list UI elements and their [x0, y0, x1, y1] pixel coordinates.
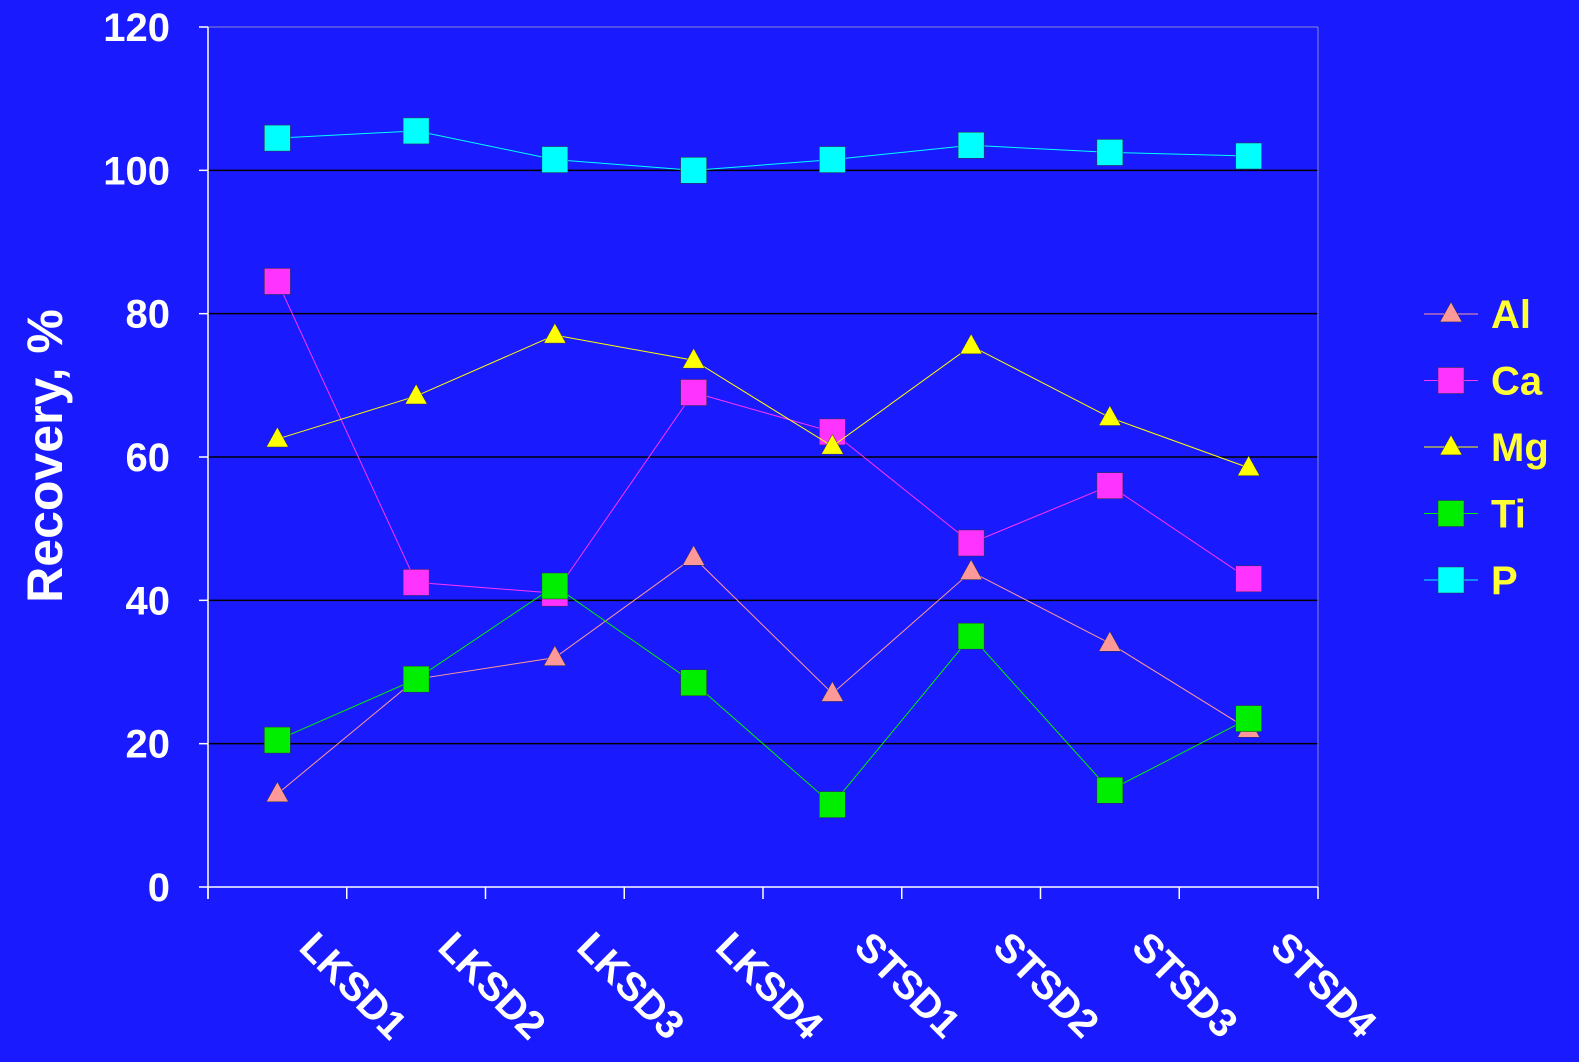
- data-point-mg: [265, 426, 289, 448]
- data-point-ti: [264, 726, 291, 754]
- data-point-ti: [680, 669, 707, 696]
- data-point-ti: [402, 665, 430, 693]
- data-point-p: [541, 146, 569, 173]
- data-point-ti: [819, 791, 846, 818]
- data-point-p: [957, 132, 985, 159]
- data-point-al: [820, 681, 844, 702]
- axes: [199, 26, 1319, 899]
- series-ca: [264, 268, 1262, 607]
- series-line-mg: [277, 334, 1249, 469]
- data-point-ca: [957, 529, 985, 557]
- legend: Al Ca Mg Ti P: [1424, 293, 1549, 603]
- data-point-ti: [1096, 777, 1124, 804]
- data-point-p: [680, 157, 707, 184]
- series-line-ti: [277, 585, 1249, 806]
- legend-label: Ti: [1491, 493, 1526, 537]
- legend-marker: [1437, 500, 1465, 527]
- data-point-al: [959, 559, 983, 580]
- data-point-mg: [820, 433, 844, 455]
- data-point-al: [265, 781, 289, 803]
- data-point-p: [264, 124, 291, 152]
- data-point-ca: [402, 569, 430, 596]
- y-tick-label: 0: [148, 866, 170, 910]
- legend-label: Al: [1491, 293, 1531, 337]
- series-line-ca: [276, 281, 1249, 594]
- data-point-ca: [1096, 472, 1124, 499]
- data-point-al: [543, 645, 567, 666]
- series-line-al: [277, 556, 1249, 795]
- legend-item-p: P: [1424, 559, 1518, 603]
- data-point-p: [819, 146, 846, 173]
- x-tick-label: STSD1: [846, 924, 968, 1046]
- x-tick-label: LKSD3: [569, 924, 693, 1048]
- data-point-mg: [543, 322, 567, 344]
- data-point-ca: [680, 379, 707, 406]
- legend-marker: [1437, 566, 1465, 594]
- data-point-mg: [682, 347, 706, 369]
- data-point-ti: [957, 622, 985, 650]
- x-tick-label: STSD3: [1124, 924, 1246, 1046]
- y-tick-label: 120: [103, 6, 170, 50]
- y-tick-label: 60: [126, 436, 171, 480]
- x-tick-label: LKSD4: [707, 924, 831, 1048]
- series-mg: [265, 322, 1261, 476]
- legend-item-ca: Ca: [1424, 360, 1543, 404]
- series-layer: [264, 117, 1262, 818]
- data-point-mg: [959, 333, 983, 355]
- data-point-p: [402, 117, 430, 145]
- x-tick-label: LKSD1: [291, 924, 415, 1048]
- y-tick-label: 100: [103, 149, 170, 193]
- data-point-p: [1235, 142, 1262, 170]
- series-ti: [264, 572, 1262, 818]
- data-point-ti: [541, 572, 569, 600]
- legend-item-al: Al: [1424, 293, 1531, 337]
- y-tick-label: 20: [126, 723, 171, 767]
- gridlines: [208, 169, 1318, 745]
- legend-item-ti: Ti: [1424, 493, 1526, 537]
- y-tick-labels: 0 20 40 60 80 100 120: [103, 6, 170, 910]
- data-point-mg: [1098, 405, 1122, 426]
- legend-marker: [1437, 367, 1465, 394]
- y-tick-label: 40: [126, 579, 171, 623]
- x-tick-label: STSD4: [1262, 924, 1385, 1047]
- data-point-mg: [404, 383, 428, 405]
- data-point-ca: [264, 268, 291, 295]
- x-tick-labels: LKSD1 LKSD2 LKSD3 LKSD4 STSD1 STSD2 STSD3 STSD4: [291, 924, 1385, 1048]
- y-tick-label: 80: [126, 293, 171, 337]
- legend-marker: [1439, 301, 1463, 323]
- data-point-al: [682, 544, 706, 566]
- series-p: [264, 117, 1262, 184]
- y-axis-label: Recovery, %: [17, 309, 73, 603]
- legend-label: P: [1491, 559, 1518, 603]
- legend-label: Ca: [1491, 360, 1543, 404]
- legend-marker: [1439, 434, 1463, 456]
- data-point-p: [1096, 139, 1124, 166]
- data-point-al: [1098, 630, 1122, 652]
- data-point-ca: [1235, 565, 1262, 593]
- x-tick-label: LKSD2: [430, 924, 554, 1048]
- legend-label: Mg: [1491, 426, 1549, 470]
- x-tick-label: STSD2: [985, 924, 1107, 1046]
- legend-item-mg: Mg: [1424, 426, 1549, 470]
- data-point-mg: [1237, 455, 1261, 476]
- data-point-ti: [1235, 705, 1262, 732]
- series-line-p: [277, 130, 1249, 171]
